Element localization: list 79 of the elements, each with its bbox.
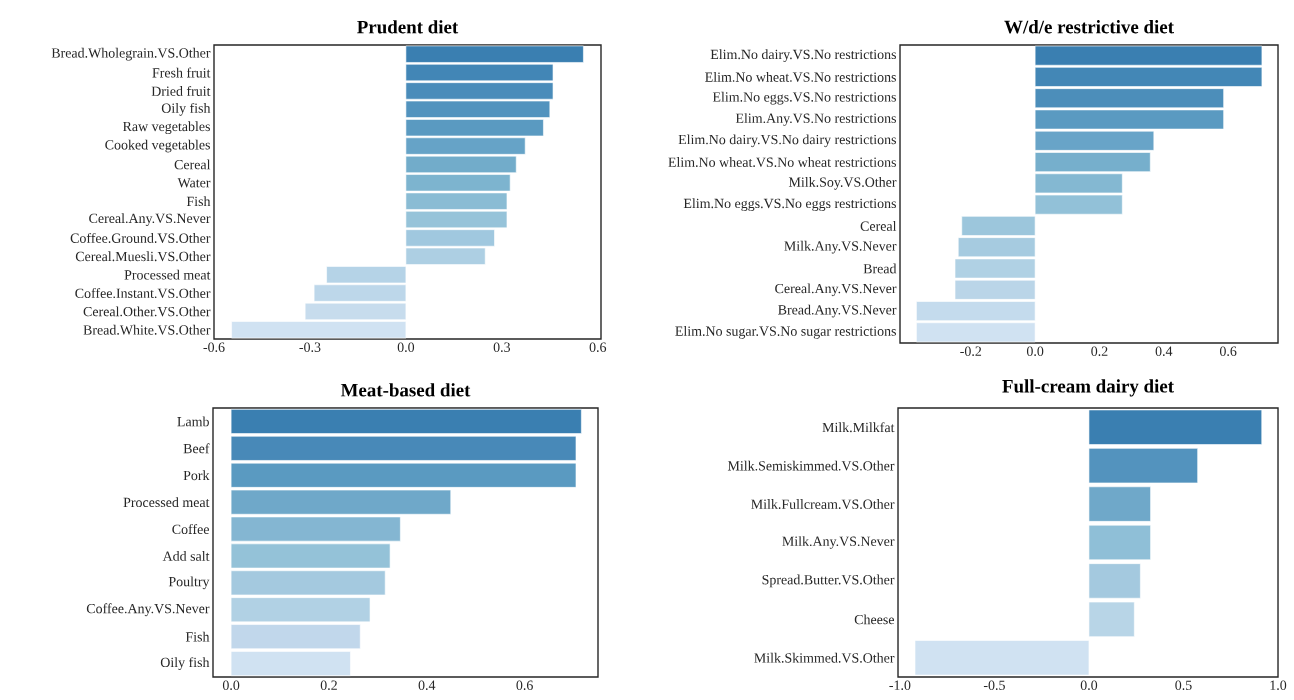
x-tick-label: -0.2: [960, 346, 982, 356]
y-tick-label: Coffee.Any.VS.Never: [86, 603, 210, 617]
bar: [1088, 563, 1141, 599]
x-tick-label: 1.0: [1270, 680, 1287, 690]
y-tick-label: Dried fruit: [151, 85, 211, 96]
bar: [914, 640, 1090, 676]
y-tick-label: Elim.No wheat.VS.No restrictions: [705, 71, 896, 82]
y-tick-label: Cereal.Any.VS.Never: [775, 283, 897, 297]
y-tick-label: Cooked vegetables: [105, 139, 210, 153]
y-tick-label: Milk.Semiskimmed.VS.Other: [727, 460, 895, 471]
x-tick-label: 0.6: [1219, 346, 1237, 356]
y-tick-label: Fish: [185, 631, 210, 642]
y-tick-label: Oily fish: [160, 657, 210, 670]
bar: [230, 409, 582, 434]
y-tick-label: Bread.Any.VS.Never: [778, 304, 897, 318]
y-tick-label: Coffee: [172, 524, 209, 535]
y-tick-label: Elim.Any.VS.No restrictions: [735, 113, 896, 126]
y-tick-label: Processed meat: [124, 269, 211, 280]
chart-title: Full-cream dairy diet: [1002, 379, 1174, 397]
x-tick-label: -0.6: [203, 342, 225, 352]
x-tick-label: -1.0: [889, 680, 911, 690]
x-tick-label: 0.2: [1091, 346, 1108, 356]
y-tick-label: Processed meat: [123, 497, 210, 508]
x-tick-label: -0.5: [983, 680, 1005, 690]
x-tick-label: 0.5: [1175, 680, 1192, 690]
y-tick-label: Elim.No sugar.VS.No sugar restrictions: [675, 326, 896, 339]
y-tick-label: Cereal: [860, 221, 897, 231]
y-tick-label: Elim.No wheat.VS.No wheat restrictions: [668, 157, 896, 168]
x-tick-label: 0.4: [1155, 346, 1173, 356]
y-tick-label: Add salt: [162, 551, 210, 561]
x-tick-label: 0.6: [516, 680, 533, 690]
y-tick-label: Milk.Skimmed.VS.Other: [754, 652, 895, 663]
y-tick-label: Cereal.Any.VS.Never: [89, 213, 211, 226]
y-tick-label: Bread: [863, 263, 897, 274]
y-tick-label: Milk.Any.VS.Never: [782, 536, 895, 549]
y-tick-label: Fish: [186, 196, 211, 207]
bar: [1088, 601, 1135, 637]
y-tick-label: Milk.Fullcream.VS.Other: [751, 499, 895, 510]
chart-title: Meat-based diet: [340, 383, 471, 397]
bar: [1088, 409, 1263, 445]
x-tick-label: 0.0: [1026, 346, 1044, 356]
x-tick-label: -0.3: [299, 342, 321, 352]
y-tick-label: Beef: [183, 443, 210, 454]
y-tick-label: Pork: [183, 470, 210, 481]
y-tick-label: Milk.Milkfat: [822, 422, 895, 433]
y-tick-label: Milk.Any.VS.Never: [784, 240, 897, 254]
x-tick-label: 0.3: [493, 342, 511, 352]
y-tick-label: Elim.No dairy.VS.No dairy restrictions: [678, 134, 896, 148]
chart-title: W/d/e restrictive diet: [1004, 20, 1174, 34]
y-tick-label: Spread.Butter.VS.Other: [762, 574, 895, 588]
y-tick-label: Elim.No dairy.VS.No restrictions: [710, 49, 896, 62]
y-tick-label: Raw vegetables: [122, 121, 210, 135]
y-tick-label: Milk.Soy.VS.Other: [788, 177, 897, 190]
y-tick-label: Cereal.Other.VS.Other: [83, 306, 211, 317]
y-tick-label: Elim.No eggs.VS.No eggs restrictions: [683, 198, 896, 211]
x-tick-label: 0.0: [397, 342, 415, 352]
bar: [1088, 486, 1151, 522]
bar: [1088, 524, 1151, 561]
bar: [230, 651, 351, 676]
y-tick-label: Bread.Wholegrain.VS.Other: [51, 47, 211, 61]
x-tick-label: 0.6: [589, 342, 607, 352]
y-tick-label: Elim.No eggs.VS.No restrictions: [712, 91, 896, 105]
chart-title: Prudent diet: [357, 20, 459, 34]
bar: [1088, 448, 1198, 484]
y-tick-label: Cheese: [854, 614, 894, 625]
x-tick-label: 0.4: [418, 680, 436, 690]
y-tick-label: Bread.White.VS.Other: [83, 324, 211, 335]
y-tick-label: Cereal.Muesli.VS.Other: [75, 251, 211, 262]
y-tick-label: Oily fish: [161, 102, 211, 116]
y-tick-label: Water: [177, 178, 211, 188]
y-tick-label: Cereal: [174, 159, 211, 170]
x-tick-label: 0.0: [1080, 680, 1098, 690]
y-tick-label: Poultry: [168, 576, 210, 590]
y-tick-label: Lamb: [177, 416, 209, 427]
y-tick-label: Fresh fruit: [152, 67, 211, 78]
y-tick-label: Coffee.Instant.VS.Other: [75, 288, 211, 299]
y-tick-label: Coffee.Ground.VS.Other: [70, 232, 211, 243]
x-tick-label: 0.0: [222, 680, 240, 690]
x-tick-label: 0.2: [320, 680, 337, 690]
